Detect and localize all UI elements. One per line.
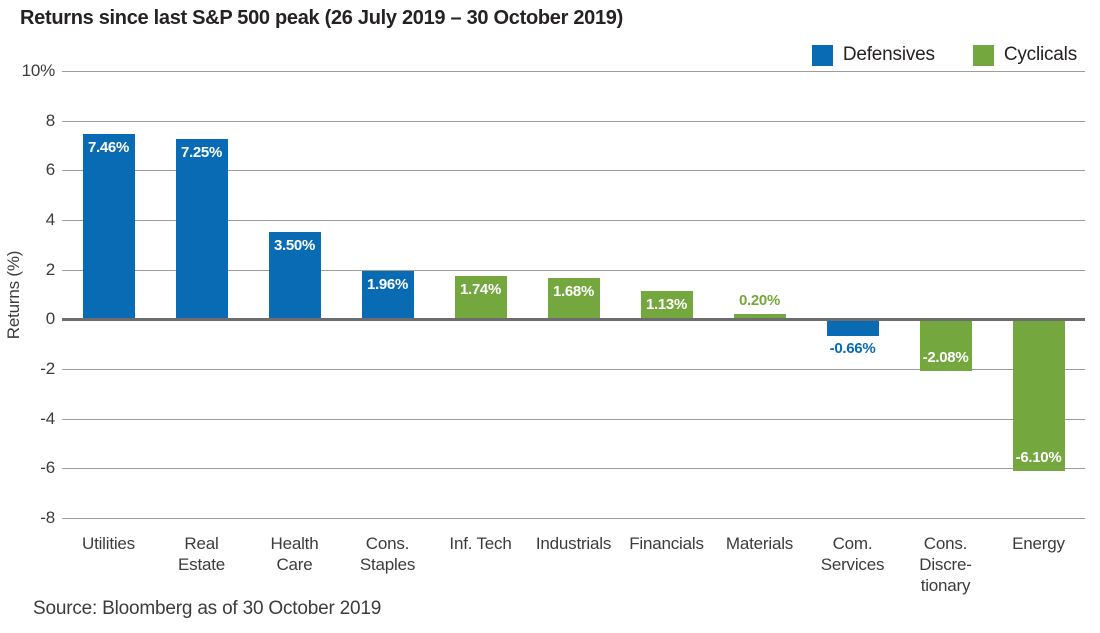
x-category-label: Financials: [629, 534, 704, 553]
x-category-label: Cons. Discre- tionary: [919, 534, 972, 595]
gridline: [62, 369, 1085, 370]
bar: [1012, 319, 1065, 471]
gridline: [62, 269, 1085, 271]
source-line: Source: Bloomberg as of 30 October 2019: [33, 598, 382, 619]
gridline: [62, 71, 1085, 72]
y-tick-label: -2: [40, 359, 55, 378]
x-category-label: Real Estate: [178, 534, 225, 574]
legend-item-defensives: Defensives: [811, 44, 935, 66]
gridline: [62, 120, 1085, 122]
bar-value-label: 1.96%: [366, 275, 409, 293]
chart-title: Returns since last S&P 500 peak (26 July…: [20, 7, 623, 29]
bar-value-label: 1.68%: [552, 282, 595, 300]
bar-value-label: 1.74%: [459, 281, 502, 299]
gridline: [62, 418, 1085, 420]
x-category-label: Inf. Tech: [449, 534, 512, 553]
x-category-label: Materials: [725, 534, 794, 553]
bar-value-label: -6.10%: [1015, 448, 1062, 466]
bar: [454, 276, 507, 320]
gridline: [62, 518, 1085, 519]
x-category-label: Utilities: [82, 534, 135, 553]
bar-value-label: 7.46%: [87, 139, 130, 157]
bar: [82, 134, 135, 320]
y-tick-label: 0: [45, 309, 55, 329]
y-tick-label: 4: [45, 210, 55, 229]
y-tick-label: -8: [40, 508, 55, 527]
gridline: [62, 220, 1085, 221]
legend: Defensives Cyclicals: [811, 44, 1077, 66]
y-tick-label: 10%: [21, 61, 56, 80]
y-tick-label: 8: [45, 110, 55, 130]
x-category-label: Cons. Staples: [359, 534, 416, 574]
y-tick-label: -4: [40, 408, 55, 428]
cyclicals-swatch-icon: [972, 44, 994, 66]
bar-value-label: 3.50%: [273, 237, 316, 255]
bar-value-label: -2.08%: [922, 349, 969, 366]
bar: [826, 319, 879, 336]
bar: [268, 232, 321, 320]
bar-value-label: 0.20%: [738, 292, 781, 310]
bar-value-label: 1.13%: [645, 296, 688, 314]
legend-label-defensives: Defensives: [842, 44, 935, 65]
x-category-label: Com. Services: [820, 534, 885, 574]
x-category-label: Industrials: [535, 534, 612, 553]
bar: [361, 270, 414, 320]
bar: [640, 291, 693, 320]
defensives-swatch-icon: [811, 44, 833, 66]
y-tick-label: 2: [45, 259, 55, 279]
x-category-label: Health Care: [270, 534, 319, 574]
y-tick-label: 6: [45, 160, 55, 180]
legend-item-cyclicals: Cyclicals: [972, 44, 1077, 66]
bar-value-label: 7.25%: [180, 144, 223, 162]
x-category-label: Energy: [1012, 534, 1065, 553]
y-tick-label: -6: [40, 458, 55, 478]
bar: [547, 277, 600, 320]
bar: [733, 314, 786, 320]
legend-label-cyclicals: Cyclicals: [1003, 44, 1077, 65]
bar-value-label: -0.66%: [829, 339, 876, 357]
bar: [919, 319, 972, 371]
gridline: [62, 170, 1085, 172]
gridline: [62, 468, 1085, 470]
zero-line: [62, 318, 1085, 322]
bar: [175, 139, 228, 320]
